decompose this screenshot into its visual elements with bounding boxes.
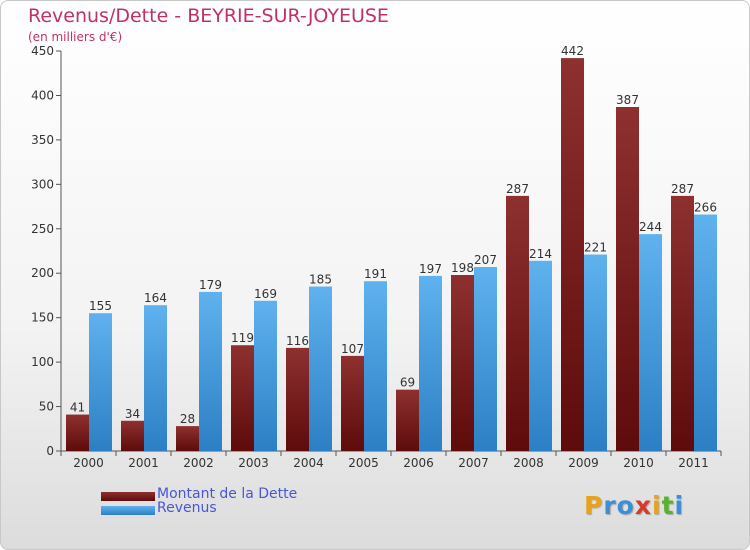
data-label: 28 [180, 412, 195, 426]
legend-swatch-revenus [101, 506, 155, 515]
x-tick-label: 2007 [458, 456, 489, 470]
x-tick-label: 2004 [293, 456, 324, 470]
bar-revenus [254, 300, 277, 451]
y-tick-label: 450 [31, 44, 54, 58]
bar-dette [176, 426, 199, 451]
x-tick-label: 2002 [183, 456, 214, 470]
data-label: 41 [70, 401, 85, 415]
bar-dette [451, 275, 474, 451]
bar-dette [341, 355, 364, 451]
bar-revenus [419, 275, 442, 451]
data-label: 164 [144, 291, 167, 305]
x-tick-label: 2000 [73, 456, 104, 470]
x-tick-label: 2001 [128, 456, 159, 470]
data-label: 287 [671, 182, 694, 196]
data-label: 214 [529, 247, 552, 261]
data-label: 387 [616, 93, 639, 107]
bar-dette [121, 420, 144, 451]
bar-dette [671, 195, 694, 451]
bar-dette [66, 414, 89, 451]
x-tick-label: 2009 [568, 456, 599, 470]
data-label: 107 [341, 342, 364, 356]
bar-revenus [474, 267, 497, 451]
logo-letter: t [661, 491, 675, 520]
bar-revenus [529, 260, 552, 451]
legend-swatch-dette [101, 492, 155, 501]
data-label: 179 [199, 278, 222, 292]
x-tick-label: 2010 [623, 456, 654, 470]
data-label: 191 [364, 267, 387, 281]
chart-title: Revenus/Dette - BEYRIE-SUR-JOYEUSE [28, 5, 389, 27]
x-tick-label: 2011 [678, 456, 709, 470]
data-label: 198 [451, 261, 474, 275]
data-label: 221 [584, 241, 607, 255]
bar-revenus [89, 313, 112, 451]
chart-subtitle: (en milliers d'€) [28, 30, 123, 44]
logo-letter: P [584, 491, 604, 520]
x-tick-label: 2003 [238, 456, 269, 470]
data-label: 155 [89, 299, 112, 313]
y-axis: 0 50 100 150 200 250 300 350 400 450 [31, 44, 62, 458]
data-label: 207 [474, 253, 497, 267]
y-tick-label: 400 [31, 88, 54, 102]
value-labels: 41 34 28 119 116 107 69 198 287 442 387 287 155 164 17… [70, 44, 717, 426]
legend-label-dette: Montant de la Dette [157, 486, 298, 502]
data-label: 287 [506, 182, 529, 196]
bar-dette [616, 107, 639, 451]
bar-revenus [144, 305, 167, 451]
y-tick-label: 100 [31, 355, 54, 369]
logo-letter: r [603, 491, 617, 520]
bar-dette [396, 389, 419, 451]
data-label: 244 [639, 220, 662, 234]
data-label: 266 [694, 201, 717, 215]
bar-dette [231, 345, 254, 451]
bar-dette [286, 347, 309, 451]
bar-revenus [584, 254, 607, 451]
bar-revenus [309, 286, 332, 451]
y-tick-label: 50 [39, 400, 54, 414]
data-label: 442 [561, 44, 584, 58]
data-label: 116 [286, 334, 309, 348]
y-tick-label: 0 [46, 444, 54, 458]
data-label: 169 [254, 287, 277, 301]
y-tick-label: 150 [31, 311, 54, 325]
data-label: 69 [400, 376, 415, 390]
bar-dette [561, 58, 584, 451]
bar-revenus [199, 291, 222, 451]
x-tick-label: 2005 [348, 456, 379, 470]
logo-letter: o [616, 491, 635, 520]
y-tick-label: 300 [31, 177, 54, 191]
y-tick-label: 200 [31, 266, 54, 280]
bar-dette [506, 195, 529, 451]
bar-revenus [364, 281, 387, 451]
data-label: 119 [231, 331, 254, 345]
logo-letter: i [652, 491, 662, 520]
x-tick-label: 2006 [403, 456, 434, 470]
legend-label-revenus: Revenus [157, 500, 217, 516]
bar-revenus [639, 234, 662, 451]
logo-letter: x [634, 491, 652, 520]
data-label: 34 [125, 407, 140, 421]
bar-revenus [694, 214, 717, 451]
data-label: 185 [309, 273, 332, 287]
bars [66, 58, 717, 451]
data-label: 197 [419, 262, 442, 276]
logo-letter: i [674, 491, 685, 520]
x-tick-label: 2008 [513, 456, 544, 470]
y-tick-label: 250 [31, 222, 54, 236]
y-tick-label: 350 [31, 133, 54, 147]
x-axis: 2000 2001 2002 2003 2004 2005 2006 2007 2008 2009… [60, 450, 722, 470]
proxiti-logo: Proxiti [584, 491, 684, 520]
